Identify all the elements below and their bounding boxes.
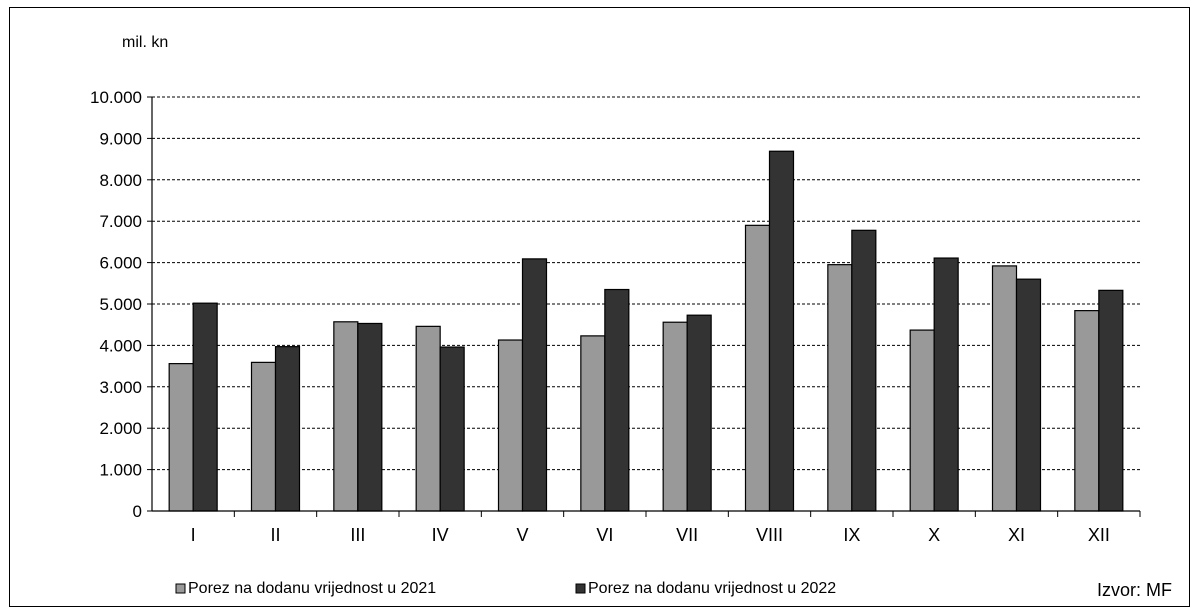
bar-2021 xyxy=(168,363,194,512)
bar-2021 xyxy=(827,264,853,512)
bar-2021 xyxy=(415,325,441,512)
bar-2021 xyxy=(250,361,277,512)
y-tick-label: 3.000 xyxy=(99,378,142,397)
x-tick-label: VI xyxy=(596,525,613,545)
x-tick-label: II xyxy=(270,525,280,545)
bar-2021 xyxy=(497,339,524,512)
x-tick-label: X xyxy=(928,525,940,545)
x-tick-label: V xyxy=(516,525,528,545)
bar-2022 xyxy=(851,229,877,512)
bar-2022 xyxy=(933,257,959,512)
x-tick-label: IV xyxy=(432,525,449,545)
legend-swatch xyxy=(575,583,586,594)
source-label: Izvor: MF xyxy=(1097,580,1172,600)
y-tick-label: 0 xyxy=(133,502,142,521)
legend-swatch xyxy=(175,583,186,594)
y-tick-label: 2.000 xyxy=(99,419,142,438)
x-tick-label: III xyxy=(350,525,365,545)
x-tick-label: VIII xyxy=(756,525,783,545)
legend-label: Porez na dodanu vrijednost u 2022 xyxy=(588,580,836,597)
bar-2021 xyxy=(991,265,1018,512)
bar-2022 xyxy=(1015,278,1042,512)
bar-2021 xyxy=(333,321,359,512)
bar-2021 xyxy=(662,321,688,512)
legend-label: Porez na dodanu vrijednost u 2021 xyxy=(188,580,436,597)
bar-2022 xyxy=(274,346,301,512)
bar-2021 xyxy=(909,329,935,512)
bar-2021 xyxy=(744,224,771,512)
bar-2022 xyxy=(1098,289,1124,512)
bar-2021 xyxy=(1074,310,1100,512)
y-axis-unit-label: mil. kn xyxy=(122,34,168,51)
x-tick-label: XII xyxy=(1088,525,1110,545)
bar-2022 xyxy=(357,322,383,512)
bar-2022 xyxy=(439,346,465,512)
y-tick-label: 8.000 xyxy=(99,171,142,190)
y-tick-label: 1.000 xyxy=(99,461,142,480)
y-tick-label: 7.000 xyxy=(99,212,142,231)
bar-2022 xyxy=(521,258,548,512)
bar-2022 xyxy=(192,302,218,512)
bar-chart: mil. kn 0 1.000 2.000 3.000 4.000 5.000 6.000 7… xyxy=(90,34,1172,600)
bar-2022 xyxy=(604,288,630,512)
x-tick-label: XI xyxy=(1008,525,1025,545)
y-tick-label: 10.000 xyxy=(90,88,142,107)
chart-frame: mil. kn 0 1.000 2.000 3.000 4.000 5.000 6.000 7… xyxy=(9,7,1190,607)
y-tick-label: 9.000 xyxy=(99,129,142,148)
y-tick-label: 4.000 xyxy=(99,336,142,355)
x-tick-label: I xyxy=(191,525,196,545)
y-tick-label: 6.000 xyxy=(99,254,142,273)
x-tick-label: IX xyxy=(843,525,860,545)
x-tick-label: VII xyxy=(676,525,698,545)
bar-2022 xyxy=(686,314,712,512)
bar-2021 xyxy=(580,335,606,512)
y-tick-label: 5.000 xyxy=(99,295,142,314)
bar-2022 xyxy=(768,150,795,512)
